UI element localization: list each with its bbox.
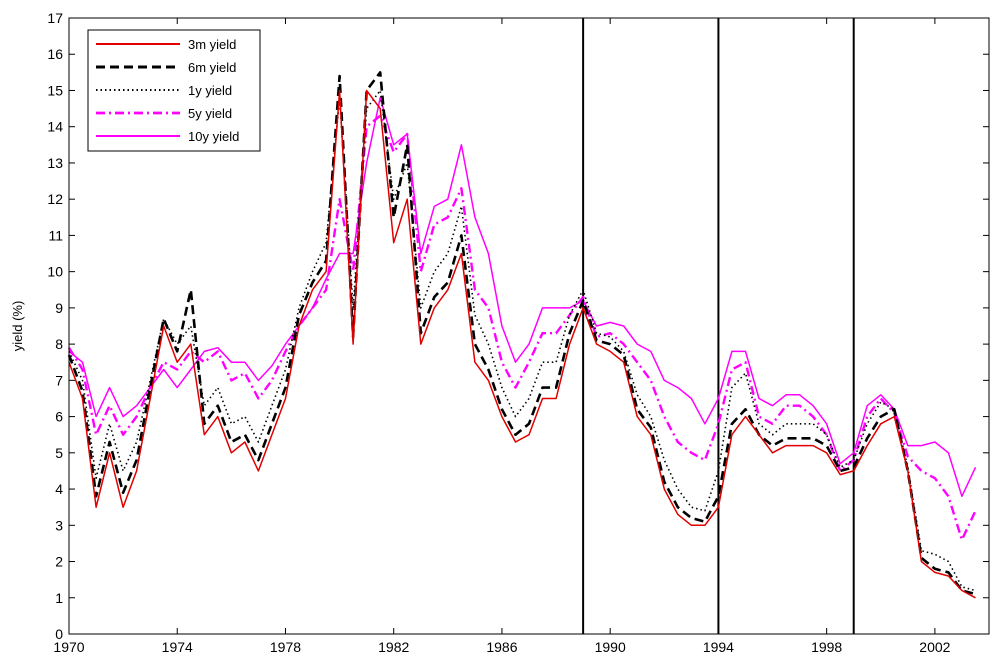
- y-tick-label-10: 10: [47, 264, 63, 280]
- x-tick-label-2: 1978: [270, 639, 301, 655]
- plot-frame: [68, 17, 990, 635]
- legend-label-3: 5y yield: [188, 106, 232, 121]
- series-lines: [67, 71, 977, 599]
- x-tick-label-3: 1982: [378, 639, 409, 655]
- x-tick-label-7: 1998: [811, 639, 842, 655]
- legend-label-2: 1y yield: [188, 83, 232, 98]
- y-tick-label-8: 8: [55, 336, 63, 352]
- y-tick-label-6: 6: [55, 409, 63, 425]
- x-tick-label-1: 1974: [162, 639, 193, 655]
- series-line-3m-yield: [68, 89, 976, 599]
- y-tick-label-11: 11: [48, 227, 63, 243]
- y-tick-label-5: 5: [55, 445, 63, 461]
- y-axis-label: yield (%): [10, 301, 25, 352]
- y-tick-label-14: 14: [47, 119, 63, 135]
- y-tick-label-7: 7: [55, 372, 63, 388]
- x-tick-label-0: 1970: [53, 639, 84, 655]
- series-line-1y-yield: [68, 89, 976, 592]
- y-tick-label-2: 2: [55, 554, 63, 570]
- event-vertical-lines: [582, 18, 855, 634]
- x-tick-label-4: 1986: [486, 639, 517, 655]
- series-line-5y-yield: [67, 114, 977, 541]
- y-tick-label-1: 1: [55, 590, 63, 606]
- series-line-6m-yield: [67, 71, 976, 596]
- y-tick-label-15: 15: [47, 82, 63, 98]
- y-tick-label-16: 16: [47, 46, 63, 62]
- legend-label-0: 3m yield: [188, 37, 236, 52]
- y-tick-label-9: 9: [55, 300, 63, 316]
- y-tick-label-13: 13: [47, 155, 63, 171]
- x-tick-label-8: 2002: [919, 639, 950, 655]
- series-line-10y-yield: [68, 96, 977, 498]
- legend: 3m yield 6m yield 1y yield 5y yield 10y yiel…: [87, 29, 261, 152]
- legend-label-1: 6m yield: [188, 60, 236, 75]
- x-axis: 1970 1974 1978 1982 1986 1990 1994 1998 2002: [53, 18, 951, 655]
- x-tick-label-6: 1994: [703, 639, 734, 655]
- y-tick-label-12: 12: [47, 191, 63, 207]
- y-tick-label-17: 17: [47, 10, 63, 26]
- y-tick-label-3: 3: [55, 517, 63, 533]
- y-tick-label-4: 4: [55, 481, 63, 497]
- x-tick-label-5: 1990: [595, 639, 626, 655]
- legend-label-4: 10y yield: [188, 129, 239, 144]
- y-tick-label-0: 0: [55, 626, 63, 642]
